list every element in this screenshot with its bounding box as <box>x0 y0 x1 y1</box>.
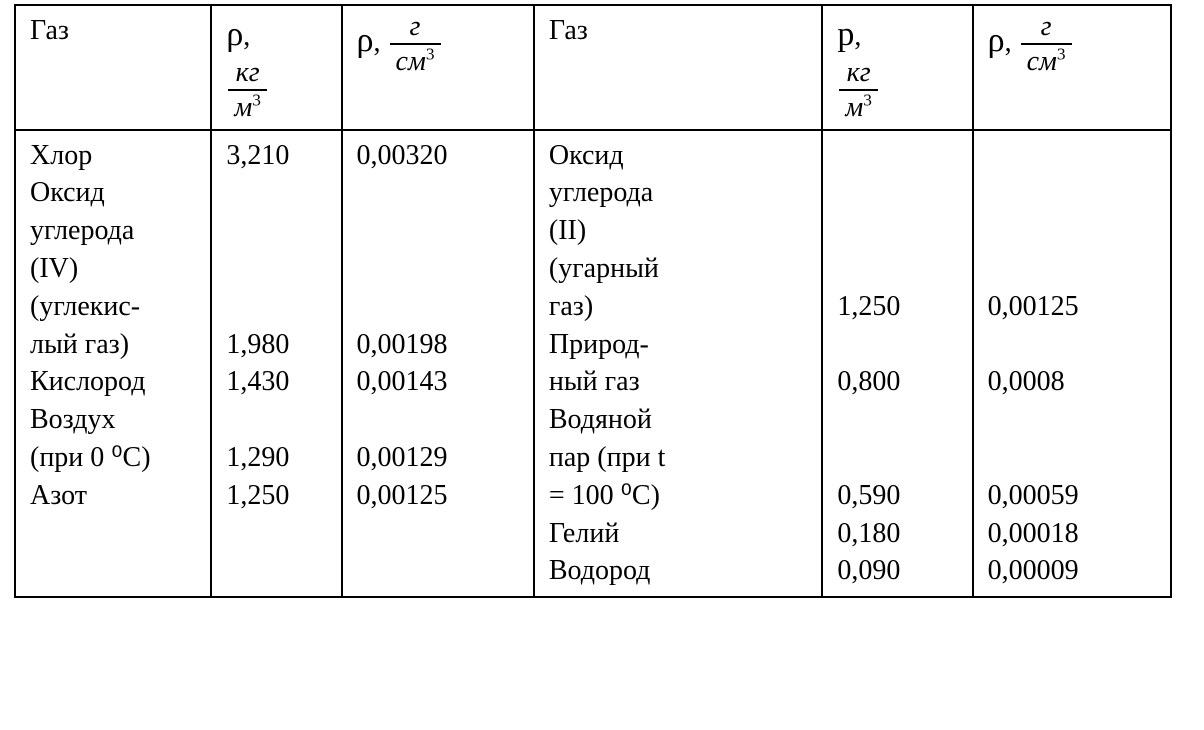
cell-rho-kgm3-left: 3,210 1,980 1,430 1,290 1,250 <box>211 130 341 598</box>
cell-rho-kgm3-right: 1,250 0,800 0,590 0,180 0,090 <box>822 130 972 598</box>
col-gas-left: Газ <box>15 5 211 130</box>
col-rho-gcm3-right: ρ, г см3 <box>973 5 1171 130</box>
p-symbol: р <box>837 16 854 53</box>
unit-kg-per-m3: кг м3 <box>837 58 880 123</box>
unit-g-per-cm3: г см3 <box>388 12 443 77</box>
comma: , <box>1005 27 1012 58</box>
rho-symbol: ρ <box>226 16 243 53</box>
rho-gcm3-left: 0,00320 0,00198 0,00143 0,00129 0,00125 <box>357 137 523 515</box>
rho-kgm3-left: 3,210 1,980 1,430 1,290 1,250 <box>226 137 330 515</box>
unit-m3: м3 <box>228 91 267 122</box>
header-gas-label: Газ <box>30 15 69 46</box>
cell-rho-gcm3-right: 0,00125 0,0008 0,00059 0,00018 0,00009 <box>973 130 1171 598</box>
unit-kg: кг <box>228 58 267 91</box>
col-rho-kgm3-left: ρ, кг м3 <box>211 5 341 130</box>
unit-g: г <box>390 12 441 45</box>
unit-m3: м3 <box>839 91 878 122</box>
col-gas-right: Газ <box>534 5 822 130</box>
gas-names-left: Хлор Оксид углерода (IV) (углекис- лый г… <box>30 137 200 515</box>
rho-symbol: ρ <box>988 22 1005 59</box>
unit-kg-per-m3: кг м3 <box>226 58 269 123</box>
col-rho-gcm3-left: ρ, г см3 <box>342 5 534 130</box>
comma: , <box>374 27 381 58</box>
rho-gcm3-right: 0,00125 0,0008 0,00059 0,00018 0,00009 <box>988 137 1160 591</box>
unit-g-per-cm3: г см3 <box>1019 12 1074 77</box>
cell-gas-names-right: Оксид углерода (II) (угарный газ) Природ… <box>534 130 822 598</box>
unit-cm3: см3 <box>1021 45 1072 76</box>
comma: , <box>243 21 250 52</box>
gas-names-right: Оксид углерода (II) (угарный газ) Природ… <box>549 137 811 591</box>
comma: , <box>854 21 861 52</box>
cell-rho-gcm3-left: 0,00320 0,00198 0,00143 0,00129 0,00125 <box>342 130 534 598</box>
unit-kg: кг <box>839 58 878 91</box>
watermark: ©5terka.com <box>1182 0 1204 730</box>
unit-cm3: см3 <box>390 45 441 76</box>
cell-gas-names-left: Хлор Оксид углерода (IV) (углекис- лый г… <box>15 130 211 598</box>
gas-density-table: Газ ρ, кг м3 ρ, г см3 Га <box>14 4 1172 598</box>
col-p-kgm3-right: р, кг м3 <box>822 5 972 130</box>
header-gas-label: Газ <box>549 15 588 46</box>
unit-g: г <box>1021 12 1072 45</box>
rho-kgm3-right: 1,250 0,800 0,590 0,180 0,090 <box>837 137 961 591</box>
table-data-row: Хлор Оксид углерода (IV) (углекис- лый г… <box>15 130 1171 598</box>
table-header-row: Газ ρ, кг м3 ρ, г см3 Га <box>15 5 1171 130</box>
rho-symbol: ρ <box>357 22 374 59</box>
